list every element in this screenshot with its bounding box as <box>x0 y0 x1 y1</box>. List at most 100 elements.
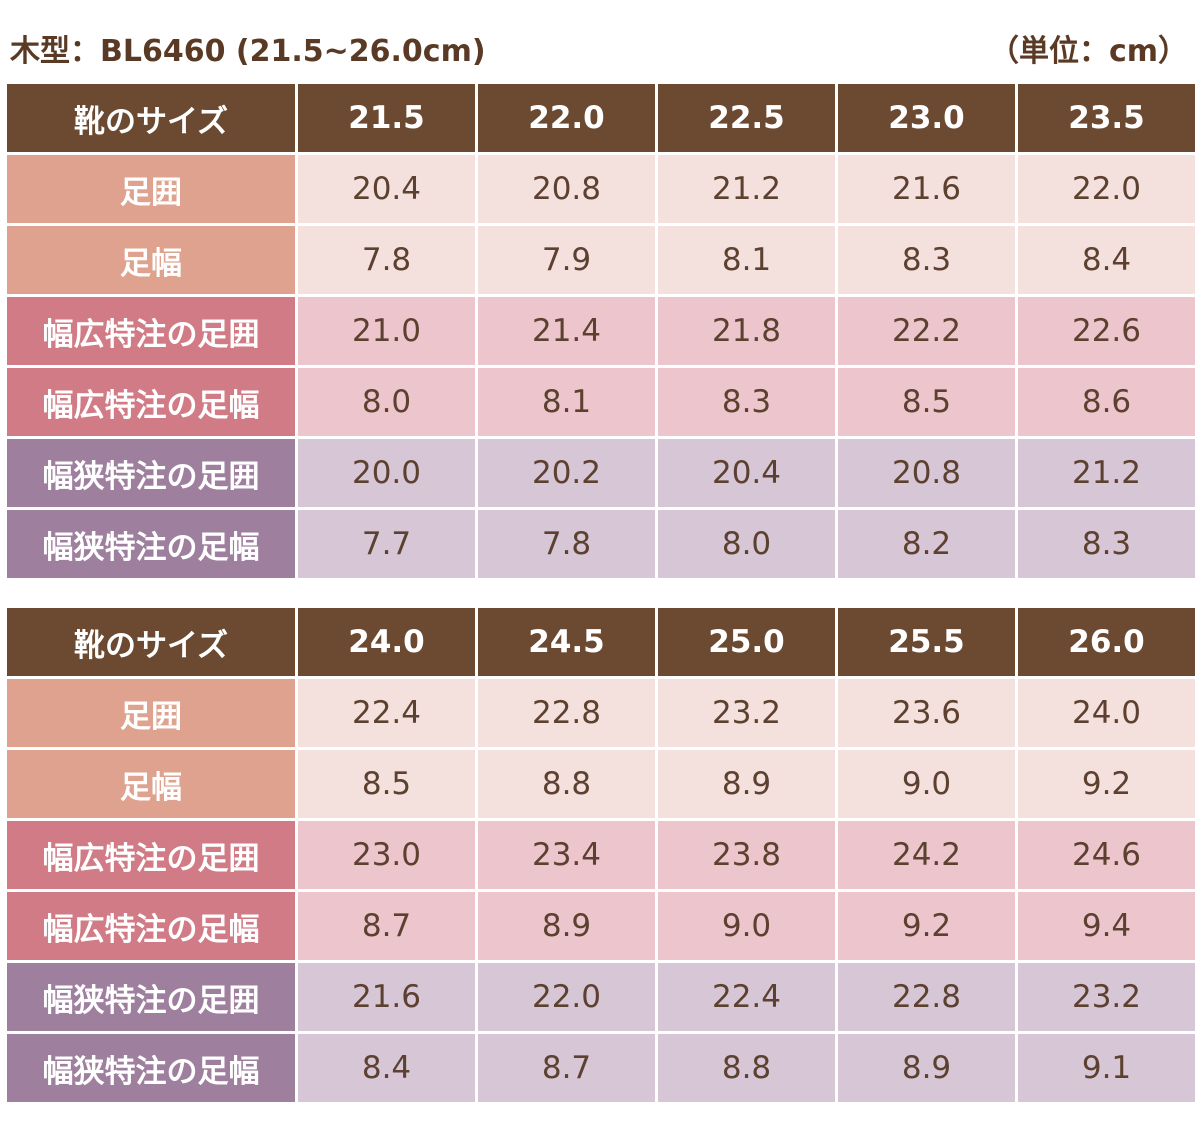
value-cell: 8.4 <box>1018 226 1195 294</box>
unit-label: （単位：cm） <box>988 34 1188 69</box>
value-cell: 21.2 <box>658 155 835 223</box>
value-cell: 8.9 <box>658 750 835 818</box>
value-cell: 23.8 <box>658 821 835 889</box>
size-table-2: 靴のサイズ 24.0 24.5 25.0 25.5 26.0 足囲 22.4 2… <box>4 605 1198 1105</box>
value-cell: 21.8 <box>658 297 835 365</box>
value-cell: 7.8 <box>478 510 655 578</box>
value-cell: 23.2 <box>658 679 835 747</box>
row-label: 幅広特注の足幅 <box>7 368 295 436</box>
value-cell: 23.0 <box>298 821 475 889</box>
value-cell: 8.3 <box>1018 510 1195 578</box>
value-cell: 8.5 <box>298 750 475 818</box>
table-row: 幅広特注の足幅 8.0 8.1 8.3 8.5 8.6 <box>7 368 1195 436</box>
table-row: 幅狭特注の足囲 21.6 22.0 22.4 22.8 23.2 <box>7 963 1195 1031</box>
value-cell: 22.6 <box>1018 297 1195 365</box>
value-cell: 7.7 <box>298 510 475 578</box>
value-cell: 20.2 <box>478 439 655 507</box>
value-cell: 8.4 <box>298 1034 475 1102</box>
row-label: 足囲 <box>7 679 295 747</box>
value-cell: 21.6 <box>838 155 1015 223</box>
table-row: 幅広特注の足囲 23.0 23.4 23.8 24.2 24.6 <box>7 821 1195 889</box>
header-label: 靴のサイズ <box>7 84 295 152</box>
value-cell: 22.4 <box>658 963 835 1031</box>
value-cell: 23.6 <box>838 679 1015 747</box>
value-cell: 21.4 <box>478 297 655 365</box>
row-label: 足幅 <box>7 226 295 294</box>
size-header: 24.5 <box>478 608 655 676</box>
value-cell: 9.4 <box>1018 892 1195 960</box>
value-cell: 21.6 <box>298 963 475 1031</box>
value-cell: 22.8 <box>478 679 655 747</box>
value-cell: 7.9 <box>478 226 655 294</box>
row-label: 幅広特注の足幅 <box>7 892 295 960</box>
header-label: 靴のサイズ <box>7 608 295 676</box>
value-cell: 22.0 <box>478 963 655 1031</box>
header-row: 靴のサイズ 21.5 22.0 22.5 23.0 23.5 <box>7 84 1195 152</box>
table-row: 幅狭特注の足囲 20.0 20.2 20.4 20.8 21.2 <box>7 439 1195 507</box>
value-cell: 20.4 <box>658 439 835 507</box>
value-cell: 24.2 <box>838 821 1015 889</box>
row-label: 幅広特注の足囲 <box>7 297 295 365</box>
value-cell: 8.1 <box>478 368 655 436</box>
value-cell: 20.4 <box>298 155 475 223</box>
value-cell: 8.5 <box>838 368 1015 436</box>
value-cell: 9.0 <box>838 750 1015 818</box>
size-header: 22.0 <box>478 84 655 152</box>
value-cell: 8.1 <box>658 226 835 294</box>
size-header: 23.0 <box>838 84 1015 152</box>
value-cell: 22.2 <box>838 297 1015 365</box>
value-cell: 8.7 <box>478 1034 655 1102</box>
table-row: 幅広特注の足囲 21.0 21.4 21.8 22.2 22.6 <box>7 297 1195 365</box>
value-cell: 9.1 <box>1018 1034 1195 1102</box>
header-row: 靴のサイズ 24.0 24.5 25.0 25.5 26.0 <box>7 608 1195 676</box>
size-header: 25.0 <box>658 608 835 676</box>
value-cell: 8.6 <box>1018 368 1195 436</box>
value-cell: 24.6 <box>1018 821 1195 889</box>
value-cell: 24.0 <box>1018 679 1195 747</box>
value-cell: 8.8 <box>478 750 655 818</box>
value-cell: 21.0 <box>298 297 475 365</box>
value-cell: 22.0 <box>1018 155 1195 223</box>
table-row: 幅広特注の足幅 8.7 8.9 9.0 9.2 9.4 <box>7 892 1195 960</box>
value-cell: 8.3 <box>658 368 835 436</box>
value-cell: 23.4 <box>478 821 655 889</box>
value-cell: 21.2 <box>1018 439 1195 507</box>
size-header: 24.0 <box>298 608 475 676</box>
value-cell: 9.2 <box>838 892 1015 960</box>
row-label: 足幅 <box>7 750 295 818</box>
size-header: 23.5 <box>1018 84 1195 152</box>
value-cell: 9.2 <box>1018 750 1195 818</box>
size-header: 21.5 <box>298 84 475 152</box>
row-label: 幅狭特注の足幅 <box>7 510 295 578</box>
value-cell: 8.8 <box>658 1034 835 1102</box>
size-header: 25.5 <box>838 608 1015 676</box>
row-label: 幅狭特注の足幅 <box>7 1034 295 1102</box>
value-cell: 20.8 <box>838 439 1015 507</box>
value-cell: 8.7 <box>298 892 475 960</box>
value-cell: 20.0 <box>298 439 475 507</box>
value-cell: 8.0 <box>658 510 835 578</box>
row-label: 幅狭特注の足囲 <box>7 439 295 507</box>
value-cell: 23.2 <box>1018 963 1195 1031</box>
value-cell: 8.9 <box>478 892 655 960</box>
value-cell: 22.8 <box>838 963 1015 1031</box>
value-cell: 8.0 <box>298 368 475 436</box>
value-cell: 7.8 <box>298 226 475 294</box>
value-cell: 20.8 <box>478 155 655 223</box>
table-row: 幅狭特注の足幅 7.7 7.8 8.0 8.2 8.3 <box>7 510 1195 578</box>
value-cell: 8.3 <box>838 226 1015 294</box>
table-row: 足幅 8.5 8.8 8.9 9.0 9.2 <box>7 750 1195 818</box>
value-cell: 9.0 <box>658 892 835 960</box>
row-label: 幅広特注の足囲 <box>7 821 295 889</box>
table-row: 幅狭特注の足幅 8.4 8.7 8.8 8.9 9.1 <box>7 1034 1195 1102</box>
value-cell: 8.9 <box>838 1034 1015 1102</box>
row-label: 幅狭特注の足囲 <box>7 963 295 1031</box>
size-table-1: 靴のサイズ 21.5 22.0 22.5 23.0 23.5 足囲 20.4 2… <box>4 81 1198 581</box>
value-cell: 22.4 <box>298 679 475 747</box>
row-label: 足囲 <box>7 155 295 223</box>
size-header: 26.0 <box>1018 608 1195 676</box>
table-row: 足幅 7.8 7.9 8.1 8.3 8.4 <box>7 226 1195 294</box>
table-row: 足囲 22.4 22.8 23.2 23.6 24.0 <box>7 679 1195 747</box>
size-header: 22.5 <box>658 84 835 152</box>
model-title: 木型：BL6460 (21.5~26.0cm) <box>10 34 486 69</box>
